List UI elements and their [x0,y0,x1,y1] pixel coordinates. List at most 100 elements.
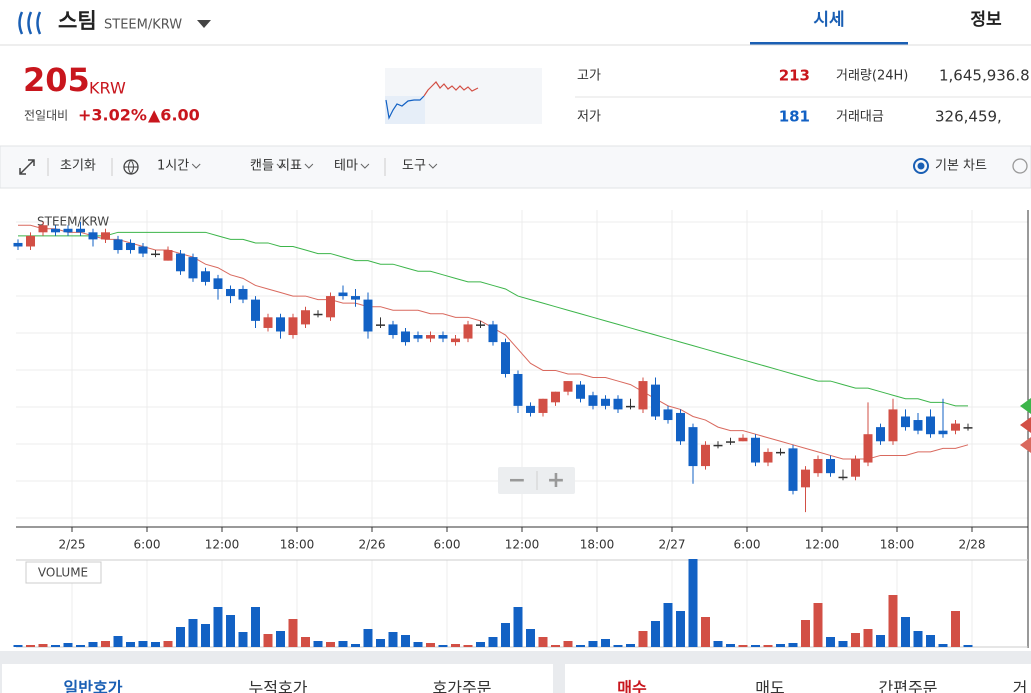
radio[interactable] [913,158,929,174]
moving-average [18,231,968,407]
candle-body [613,398,623,410]
tab[interactable]: 호가주문 [433,679,492,693]
candle-body [376,324,385,326]
volume-bar [926,635,935,647]
volume-bar [701,617,710,647]
candle-body [213,278,223,289]
candle-body [513,373,523,406]
candle-body [526,405,535,413]
candle-body [901,416,910,428]
toolbar-item[interactable]: 초기화 [60,159,96,174]
volume-bar [613,645,623,647]
candle-body [201,271,210,282]
candle-body [926,416,935,435]
volume-bar [88,642,98,647]
zoom-in[interactable]: + [547,468,565,493]
stat-label: 고가 [577,69,601,84]
logo [18,11,42,35]
x-tick-label: 12:00 [805,538,840,552]
volume-bar [563,641,573,647]
sparkline [385,68,542,124]
tab[interactable]: 정보 [970,10,1002,30]
expand-icon[interactable] [19,159,35,175]
tab[interactable]: 간편주문 [879,679,938,693]
candle-body [938,430,948,435]
currency: KRW [89,79,126,98]
volume-title: VOLUME [38,566,88,580]
volume-bar [26,645,35,647]
volume-bar [588,641,598,647]
toolbar-item[interactable]: 캔들 [250,159,274,174]
zoom-out[interactable]: − [508,468,526,493]
radio[interactable] [1012,158,1028,174]
toolbar-item[interactable]: 지표 [278,159,302,174]
tab[interactable]: 매수 [617,679,647,693]
volume-bar [38,644,48,647]
dropdown[interactable] [197,20,211,28]
volume-bar [913,631,923,647]
x-tick-label: 2/28 [959,538,986,552]
volume-bar [963,645,973,647]
candle-body [701,444,710,467]
volume-bar [276,631,285,647]
pair: STEEM/KRW [104,18,182,33]
candle-body [476,324,485,326]
candle-body [251,299,260,321]
candle-body [451,338,460,343]
volume-bar [863,629,873,647]
toolbar-item[interactable]: 테마 [334,159,358,174]
tab[interactable]: 매도 [755,679,784,693]
candle-body [76,228,85,233]
volume-bar [688,559,698,647]
marker [1020,437,1031,453]
volume-bar [726,644,735,647]
change-abs: ▲6.00 [148,106,200,125]
x-tick-label: 2/25 [59,538,86,552]
volume-bar [263,634,273,647]
candle-body [913,420,923,431]
candle-body [801,469,810,488]
candle-body [601,398,610,406]
candle-body [588,395,598,406]
volume-bar [463,645,473,647]
x-tick-label: 6:00 [734,538,761,552]
candle-body [563,381,573,392]
candle-body [113,239,123,251]
candle-body [651,384,660,417]
volume-bar [138,641,148,647]
volume-bar [326,642,335,647]
chart-mode[interactable]: 기본 차트 [935,159,987,174]
volume-bar [763,645,773,647]
tab[interactable]: 시세 [813,10,844,30]
volume-bar [126,642,135,647]
tab[interactable]: 거 [1013,679,1028,693]
stat-label: 거래대금 [836,110,884,125]
toolbar-item[interactable]: 도구 [402,159,426,174]
volume-bar [226,615,235,647]
tab[interactable]: 일반호가 [64,679,123,693]
candle-body [663,409,673,421]
volume-bar [938,644,948,647]
stat-label: 저가 [577,110,601,125]
volume-bar [576,645,585,647]
volume-bar [376,639,385,647]
tab[interactable]: 누적호가 [249,679,308,693]
x-tick-label: 12:00 [205,538,240,552]
volume-bar [501,623,510,647]
volume-bar [213,607,223,647]
toolbar-item[interactable]: 1시간 [157,159,189,174]
change-pct: +3.02% [78,106,147,125]
x-tick-label: 18:00 [580,538,615,552]
candle-body [163,250,173,261]
x-tick-label: 2/27 [659,538,686,552]
volume-bar [888,595,898,647]
stat-value: 326,459, [935,108,1002,126]
radio-dot [917,162,925,170]
candle-body [813,458,823,474]
candle-body [188,257,198,279]
volume-bar [163,641,173,647]
volume-bar [313,641,323,647]
candle-body [463,324,473,339]
toolbar [0,145,1031,189]
